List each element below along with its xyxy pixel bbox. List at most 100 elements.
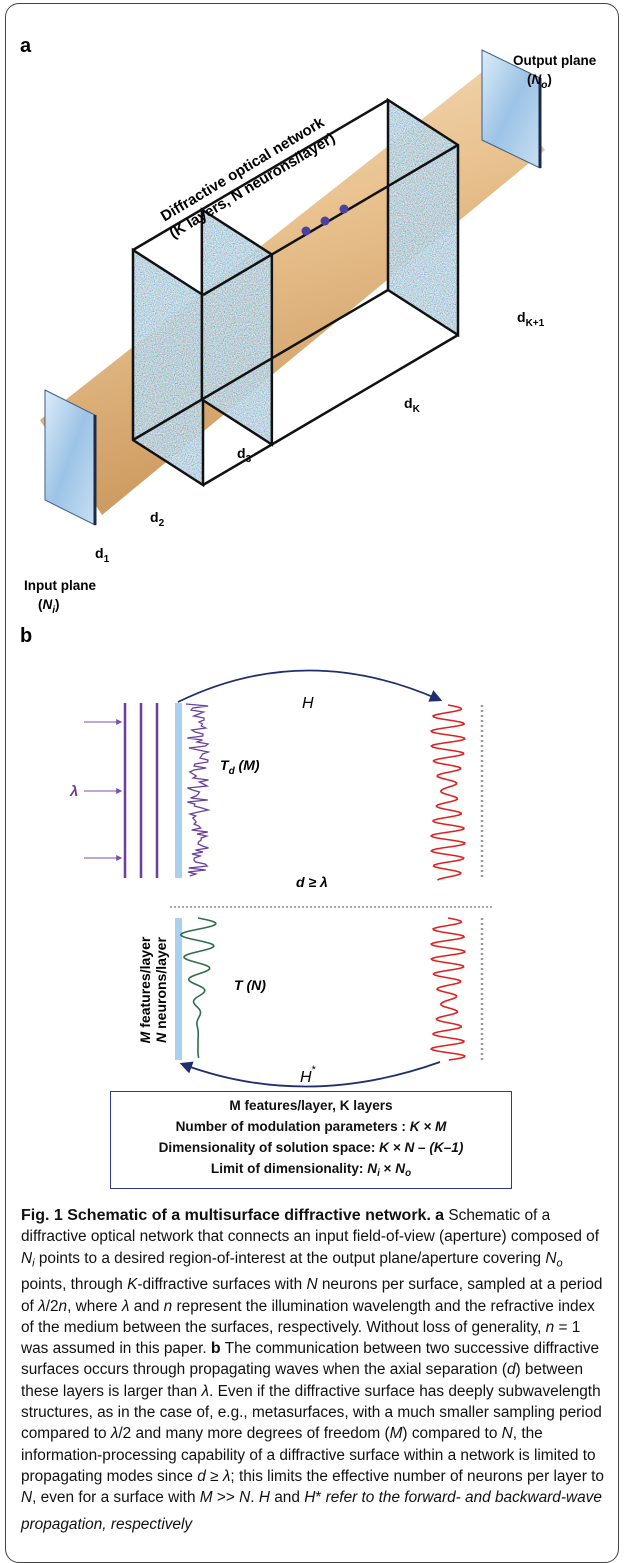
summary-line: Dimensionality of solution space: K × N … <box>111 1137 511 1158</box>
subscript: 3 <box>246 454 252 465</box>
caption-text: points, through <box>21 1276 128 1294</box>
caption-text: neurons per surface, sampled at a period… <box>21 1276 603 1315</box>
summary-line: M features/layer, K layers <box>111 1095 511 1116</box>
symbol: n <box>58 1297 68 1315</box>
subscript: o <box>405 1167 412 1179</box>
symbol: N <box>239 1489 251 1507</box>
backward-label: H* <box>300 1064 317 1086</box>
text: Number of modulation parameters : <box>175 1119 410 1134</box>
summary-box: M features/layer, K layers Number of mod… <box>110 1091 512 1189</box>
output-field <box>429 917 466 1061</box>
summary-line: Limit of dimensionality: Ni × No <box>111 1158 511 1184</box>
diffractive-layer <box>388 100 458 335</box>
symbol: d <box>506 1361 516 1379</box>
formula: K × N – (K–1) <box>379 1140 464 1155</box>
caption-text: /2 <box>45 1297 59 1315</box>
panel-ref: a <box>435 1207 445 1224</box>
subscript: i <box>32 1256 35 1269</box>
caption-text: , even for a surface with <box>32 1489 200 1507</box>
forward-label: H <box>302 695 314 712</box>
symbol: H <box>258 1489 270 1507</box>
symbol: n <box>163 1297 173 1315</box>
subscript: o <box>541 80 547 91</box>
symbol: M <box>137 1031 153 1043</box>
caption-text: . <box>250 1489 259 1507</box>
symbol: M <box>199 1489 213 1507</box>
caption-text: -diffractive surfaces with <box>137 1276 307 1294</box>
distance-label: d1 <box>95 545 110 565</box>
network-label-line: Diffractive optical network <box>158 114 328 226</box>
surface-profile <box>185 703 211 877</box>
layer-transmission: T (N) <box>234 977 266 993</box>
ellipsis-dot <box>339 204 349 214</box>
caption-title: Fig. 1 Schematic of a multisurface diffr… <box>21 1207 431 1224</box>
caption-text: and <box>129 1297 164 1315</box>
symbol: N <box>306 1276 318 1294</box>
text: × <box>379 1161 396 1176</box>
caption: Fig. 1 Schematic of a multisurface diffr… <box>21 1205 609 1536</box>
caption-text: = 1 was assumed in this paper. <box>21 1318 581 1358</box>
network-box <box>131 97 460 488</box>
paren: ) <box>547 72 552 87</box>
surface <box>175 918 182 1060</box>
subscript: i <box>52 605 55 616</box>
input-plane-symbol: (Ni) <box>38 597 60 616</box>
symbol: N <box>395 1161 406 1176</box>
symbol: N <box>532 72 542 87</box>
symbol: N <box>43 597 53 612</box>
symbol: K <box>127 1276 138 1294</box>
output-plane-title: Output plane <box>513 53 597 68</box>
subscript: o <box>556 1256 563 1269</box>
text: Dimensionality of solution space: <box>158 1140 380 1155</box>
caption-text: ) between these layers is larger than <box>21 1361 584 1400</box>
distance-label: d2 <box>150 509 165 529</box>
caption-text: The communication between two successive… <box>21 1340 600 1379</box>
caption-text: and <box>269 1489 305 1507</box>
subscript: 2 <box>159 518 165 529</box>
ellipsis-dot <box>301 226 311 236</box>
waves <box>179 703 484 1061</box>
paren: ( <box>527 72 532 87</box>
backward-arrow <box>179 1061 441 1088</box>
text: M features/layer, K layers <box>229 1098 393 1113</box>
subscript: i <box>377 1167 380 1179</box>
symbol: λ <box>222 1467 231 1485</box>
summary-line: Number of modulation parameters : K × M <box>111 1116 511 1137</box>
d: d <box>237 445 246 461</box>
symbol: n <box>545 1318 555 1336</box>
incident-wavefronts <box>84 703 159 878</box>
symbol: N <box>21 1249 33 1267</box>
distance-label: d3 <box>237 445 252 465</box>
caption-text: points to a desired region-of-interest a… <box>34 1249 546 1267</box>
output-field <box>429 704 466 881</box>
input-plane-title: Input plane <box>24 578 96 593</box>
panel-label: b <box>20 625 32 647</box>
symbol: T <box>234 977 244 993</box>
caption-text: , the information-processing capability … <box>21 1425 596 1485</box>
side-label: N neurons/layer <box>153 937 169 1043</box>
symbol: N <box>21 1489 33 1507</box>
panel-ref: b <box>210 1340 221 1358</box>
diffractive-layer <box>201 209 272 445</box>
d: d <box>150 509 159 525</box>
symbol: N <box>153 1032 169 1043</box>
text: neurons/layer <box>153 937 169 1033</box>
surface <box>175 703 182 878</box>
symbol: d <box>197 1467 206 1485</box>
symbol: refer to the forward- and backward-wave … <box>21 1489 602 1534</box>
distance-label: dK <box>404 395 421 415</box>
paren: ( <box>38 597 43 612</box>
figure: a Diffractive optical network (K layers,… <box>20 35 597 1088</box>
symbol: M <box>389 1425 403 1443</box>
distance-label: dK+1 <box>517 309 545 329</box>
output-plane-symbol: (No) <box>527 72 552 91</box>
side-label: M features/layer <box>137 936 153 1043</box>
argument: (N) <box>243 977 267 993</box>
caption-text: ) compared to <box>402 1425 502 1443</box>
layer-profile <box>179 917 217 1059</box>
text: Limit of dimensionality: <box>210 1161 368 1176</box>
argument: (M) <box>235 757 260 773</box>
forward-arrow <box>177 669 443 703</box>
separation-label: d ≥ λ <box>296 874 328 890</box>
symbol: N <box>545 1249 557 1267</box>
